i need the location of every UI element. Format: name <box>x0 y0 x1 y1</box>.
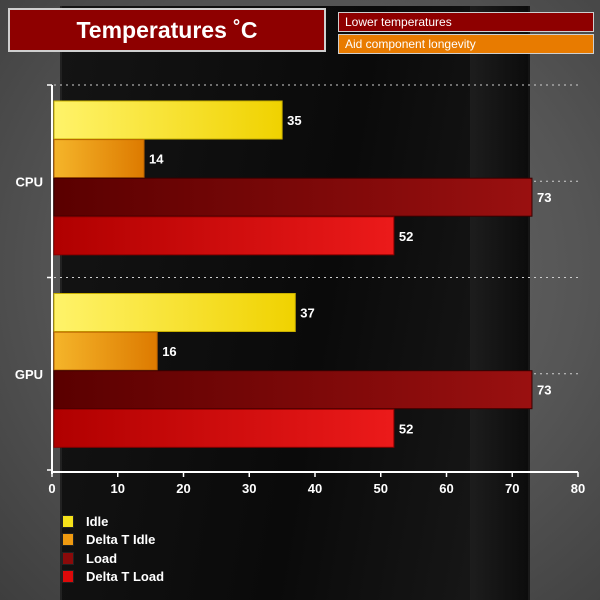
data-label: 52 <box>399 229 413 244</box>
data-label: 52 <box>399 421 413 436</box>
legend-swatch <box>62 570 74 584</box>
legend: Idle Delta T Idle Load Delta T Load <box>62 512 164 586</box>
tag-component-longevity: Aid component longevity <box>338 34 594 54</box>
data-label: 14 <box>149 152 164 167</box>
data-label: 37 <box>300 306 314 321</box>
x-tick-label: 50 <box>374 481 388 496</box>
x-tick-label: 30 <box>242 481 256 496</box>
x-tick-label: 60 <box>439 481 453 496</box>
bar-gpu-2 <box>53 370 533 410</box>
x-tick-label: 10 <box>111 481 125 496</box>
data-label: 16 <box>162 344 176 359</box>
pc-case-edge <box>470 6 528 600</box>
legend-item: Load <box>62 549 164 568</box>
legend-item: Delta T Load <box>62 568 164 587</box>
bar-cpu-2 <box>53 177 533 217</box>
x-tick-label: 0 <box>48 481 55 496</box>
tag-lower-temperatures: Lower temperatures <box>338 12 594 32</box>
data-label: 35 <box>287 113 301 128</box>
legend-label: Idle <box>86 513 109 529</box>
legend-label: Delta T Load <box>86 569 165 585</box>
bar-cpu-1 <box>53 139 145 179</box>
legend-label: Delta T Idle <box>86 532 156 548</box>
legend-swatch <box>62 551 74 565</box>
bar-gpu-1 <box>53 331 158 371</box>
chart-title: Temperatures ˚C <box>8 8 326 52</box>
legend-label: Load <box>86 550 118 566</box>
category-label: CPU <box>16 174 43 189</box>
x-tick-label: 40 <box>308 481 322 496</box>
data-label: 73 <box>537 190 551 205</box>
bar-cpu-0 <box>53 100 283 140</box>
legend-swatch <box>62 533 74 547</box>
x-tick-label: 20 <box>176 481 190 496</box>
x-tick-label: 70 <box>505 481 519 496</box>
x-tick-label: 80 <box>571 481 585 496</box>
legend-swatch <box>62 514 74 528</box>
category-label: GPU <box>15 367 43 382</box>
bar-gpu-3 <box>53 408 395 448</box>
bar-gpu-0 <box>53 293 296 332</box>
bar-cpu-3 <box>53 216 395 256</box>
legend-item: Delta T Idle <box>62 531 164 550</box>
legend-item: Idle <box>62 512 164 531</box>
data-label: 73 <box>537 383 551 398</box>
